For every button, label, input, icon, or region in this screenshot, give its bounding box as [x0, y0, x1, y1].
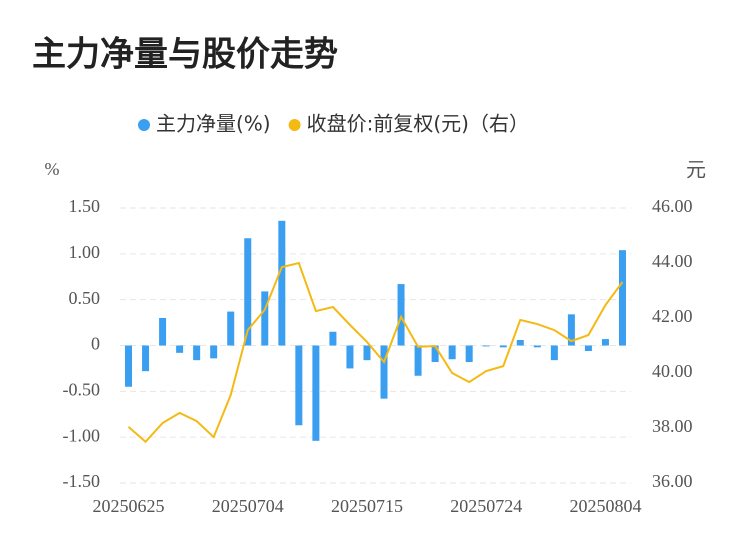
y-tick-label: -0.50: [63, 379, 101, 399]
y-axis-label: %: [45, 159, 60, 179]
y-tick-label: 1.00: [69, 242, 101, 262]
bar: [550, 345, 558, 361]
bar: [482, 345, 490, 347]
bar: [176, 345, 184, 353]
bar: [312, 345, 320, 441]
bar: [261, 291, 269, 346]
bar: [363, 345, 371, 361]
x-tick-label: 20250704: [212, 496, 284, 516]
bar: [431, 345, 439, 362]
y2-axis-label: 元: [686, 158, 706, 182]
bar: [244, 238, 252, 346]
y-tick-label: -1.00: [63, 425, 101, 445]
x-tick-label: 20250724: [450, 496, 522, 516]
bar: [584, 345, 592, 351]
y2-tick-label: 40.00: [652, 361, 693, 381]
legend-swatch: [138, 119, 150, 131]
x-tick-label: 20250625: [93, 496, 165, 516]
line: [127, 261, 624, 444]
bar: [380, 345, 388, 399]
y2-tick-label: 44.00: [652, 251, 693, 271]
bar: [414, 345, 422, 376]
x-tick-label: 20250715: [331, 496, 403, 516]
bar: [329, 331, 337, 346]
legend-label: 主力净量(%): [156, 112, 271, 136]
y2-tick-label: 42.00: [652, 306, 693, 326]
bar: [125, 345, 133, 387]
legend-swatch: [288, 119, 301, 131]
y2-tick-label: 36.00: [652, 471, 693, 491]
bar: [499, 345, 507, 348]
bar: [295, 345, 303, 426]
chart-title: 主力净量与股价走势: [32, 35, 338, 75]
bar: [346, 345, 354, 369]
bar: [227, 311, 235, 346]
bar: [210, 345, 218, 359]
x-tick-label: 20250804: [569, 496, 641, 516]
legend-label: 收盘价:前复权(元)（右）: [307, 112, 529, 136]
bar: [533, 345, 541, 348]
bar: [142, 345, 150, 372]
bar: [601, 339, 609, 346]
bar: [448, 345, 456, 360]
bar: [397, 284, 405, 346]
bar: [193, 345, 201, 361]
bar: [278, 220, 286, 346]
bar: [567, 314, 575, 346]
y-tick-label: -1.50: [63, 471, 101, 491]
bar: [618, 250, 626, 346]
y-tick-label: 0: [91, 334, 100, 354]
y2-tick-label: 46.00: [652, 196, 693, 216]
y-tick-label: 1.50: [69, 196, 101, 216]
bar: [516, 340, 524, 346]
bar: [159, 318, 167, 346]
y2-tick-label: 38.00: [652, 416, 693, 436]
y-tick-label: 0.50: [69, 288, 101, 308]
bar: [465, 345, 473, 362]
